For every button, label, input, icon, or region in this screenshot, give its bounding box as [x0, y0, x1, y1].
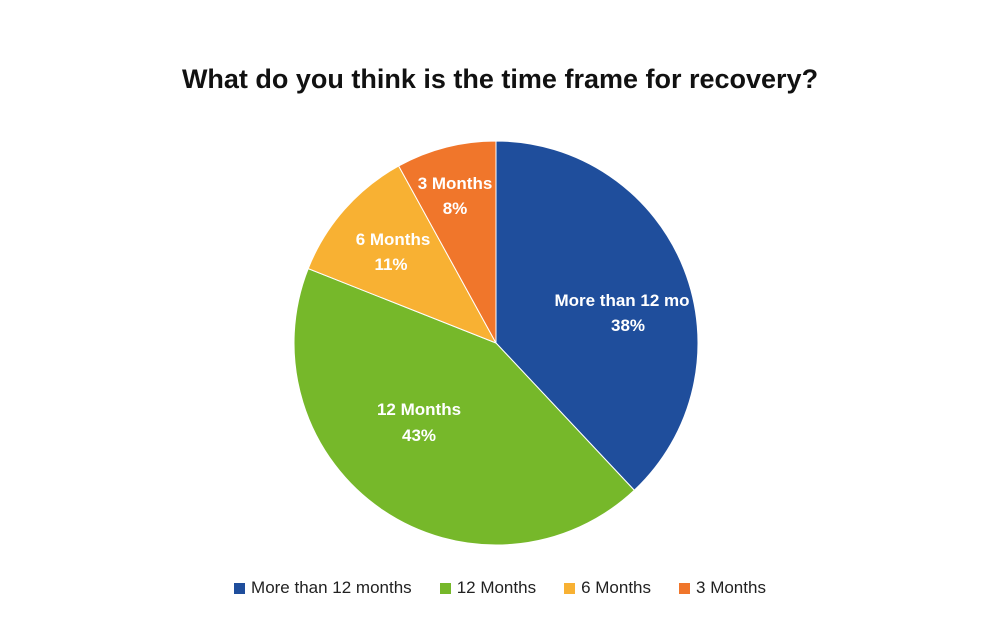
- legend-swatch-12-months: [439, 582, 451, 594]
- legend-label-more-than-12-months: More than 12 months: [251, 578, 412, 597]
- legend-item-more-than-12-months: More than 12 months: [234, 578, 412, 598]
- slice-label-6-months: 6 Months: [356, 230, 431, 249]
- legend-swatch-6-months: [564, 582, 576, 594]
- legend-item-3-months: 3 Months: [679, 578, 766, 598]
- legend-label-12-months: 12 Months: [456, 578, 537, 597]
- pie-slice-6-months: [307, 165, 498, 344]
- chart-title: What do you think is the time frame for …: [181, 64, 819, 94]
- pie-slice-12-months: [293, 267, 635, 546]
- legend-label-6-months: 6 Months: [581, 578, 652, 597]
- legend-item-6-months: 6 Months: [564, 578, 651, 598]
- legend-item-12-months: 12 Months: [439, 578, 537, 598]
- slice-value-3-months: 8%: [443, 199, 468, 218]
- slice-label-12-months: 12 Months: [377, 400, 461, 419]
- pie-labels: More than 12 mo 38% 12 Months 43% 6 Mont…: [356, 174, 690, 445]
- legend-swatch-more-than-12-months: [234, 582, 246, 594]
- legend-swatch-3-months: [679, 582, 691, 594]
- pie-slices: [293, 140, 699, 546]
- legend-label-3-months: 3 Months: [696, 578, 766, 597]
- pie-slice-more-than-12-months: [495, 140, 699, 491]
- slice-value-12-months: 43%: [402, 426, 436, 445]
- slice-label-more-than-12-months: More than 12 mo: [554, 291, 689, 310]
- slice-label-3-months: 3 Months: [418, 174, 493, 193]
- chart-legend: More than 12 months 12 Months 6 Months 3…: [0, 578, 1000, 598]
- slice-value-6-months: 11%: [374, 255, 407, 274]
- slice-value-more-than-12-months: 38%: [611, 316, 645, 335]
- pie-slice-3-months: [398, 140, 497, 344]
